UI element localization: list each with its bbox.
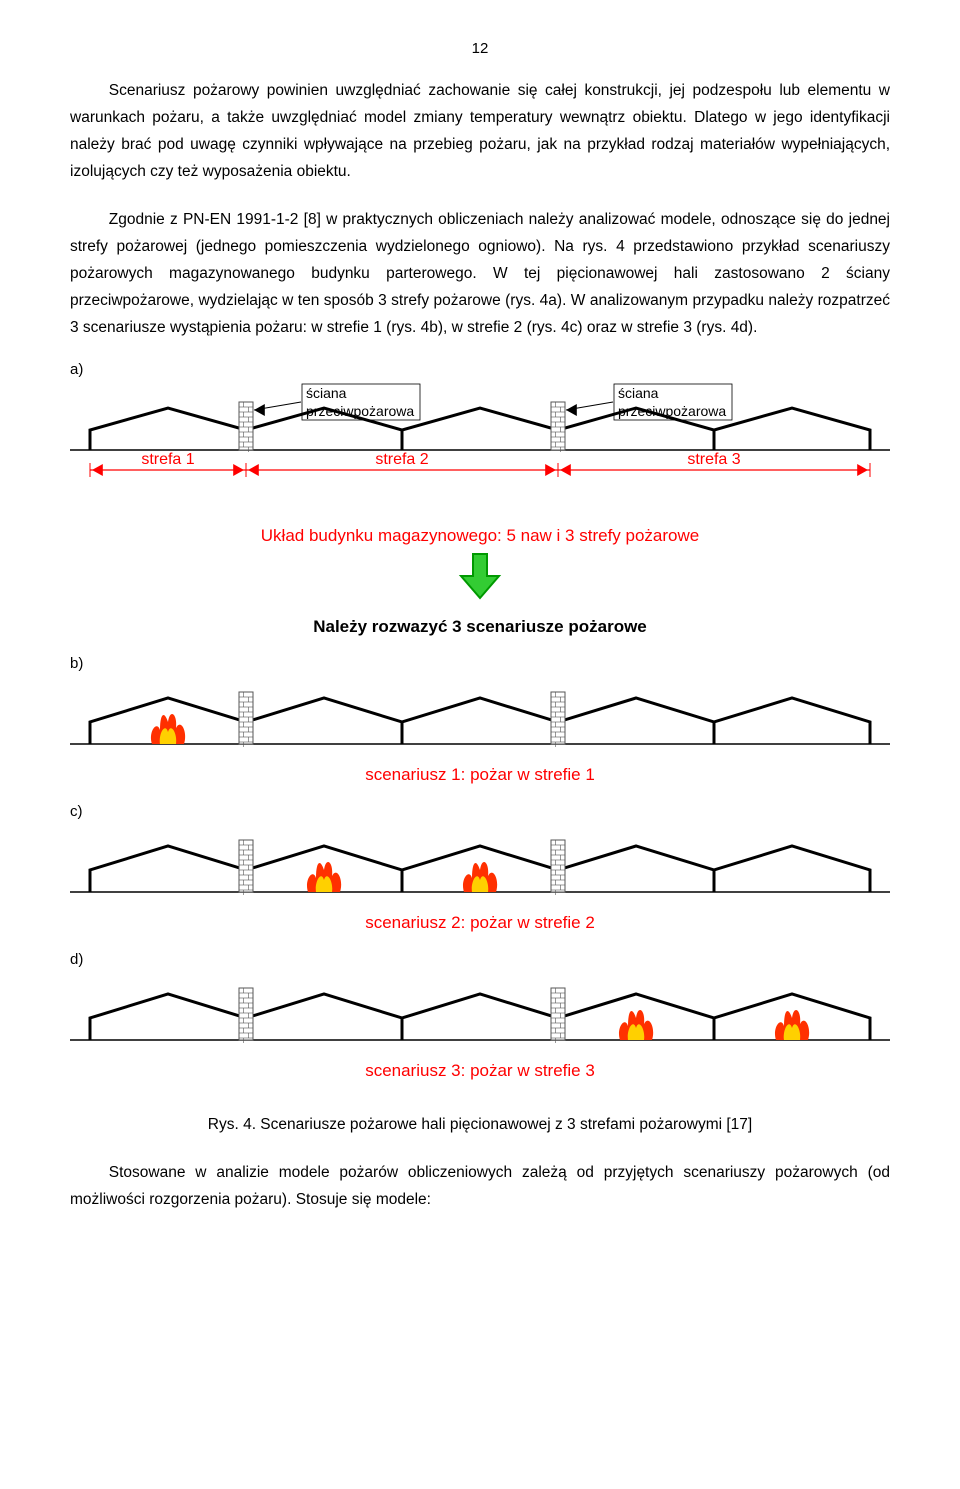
panel-c-label: c) [70,803,890,820]
paragraph-1: Scenariusz pożarowy powinien uwzględniać… [70,77,890,186]
svg-text:przeciwpożarowa: przeciwpożarowa [618,403,726,419]
paragraph-2: Zgodnie z PN-EN 1991-1-2 [8] w praktyczn… [70,206,890,342]
panel-d-label: d) [70,951,890,968]
svg-text:ściana: ściana [618,385,659,401]
figure-4-caption: Rys. 4. Scenariusze pożarowe hali pięcio… [70,1116,890,1134]
svg-text:strefa 3: strefa 3 [687,451,740,468]
panel-d-diagram [70,970,890,1055]
panel-c-diagram [70,822,890,907]
down-arrow-icon [457,550,503,602]
svg-text:strefa 2: strefa 2 [375,451,428,468]
panel-b-diagram [70,674,890,759]
scenario-3-caption: scenariusz 3: pożar w strefie 3 [70,1061,890,1081]
panel-b-label: b) [70,655,890,672]
layout-caption: Układ budynku magazynowego: 5 naw i 3 st… [70,526,890,546]
scenario-2-caption: scenariusz 2: pożar w strefie 2 [70,913,890,933]
svg-text:strefa 1: strefa 1 [141,451,194,468]
figure-4: a) ściana przeciwpożarowa ściana przeciwpoż… [70,361,890,1081]
panel-a-label: a) [70,361,890,378]
page-number: 12 [70,40,890,57]
scenarios-header: Należy rozwazyć 3 scenariusze pożarowe [70,617,890,637]
svg-text:przeciwpożarowa: przeciwpożarowa [306,403,414,419]
panel-a-diagram: ściana przeciwpożarowa ściana przeciwpożaro… [70,380,890,520]
paragraph-3: Stosowane w analizie modele pożarów obli… [70,1159,890,1213]
scenario-1-caption: scenariusz 1: pożar w strefie 1 [70,765,890,785]
svg-text:ściana: ściana [306,385,347,401]
